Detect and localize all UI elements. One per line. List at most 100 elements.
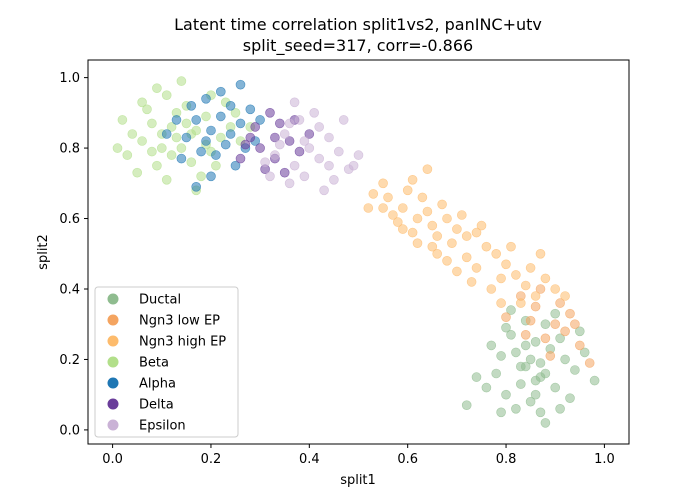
data-point: [412, 238, 423, 248]
data-point: [432, 249, 443, 259]
legend-label: Alpha: [139, 377, 176, 392]
data-point: [427, 220, 438, 231]
data-point: [201, 136, 211, 146]
data-point: [171, 132, 182, 143]
data-point: [161, 175, 172, 185]
data-point: [540, 368, 551, 379]
data-point: [515, 361, 526, 372]
data-point: [171, 115, 182, 125]
data-point: [535, 358, 546, 368]
data-point: [338, 115, 349, 125]
data-point: [550, 308, 561, 319]
data-point: [112, 143, 123, 153]
data-point: [166, 150, 177, 160]
legend-box: [94, 286, 239, 438]
data-point: [565, 308, 575, 319]
data-point: [461, 231, 472, 241]
data-point: [560, 326, 570, 337]
data-point: [570, 319, 580, 330]
data-point: [211, 150, 221, 160]
data-point: [422, 164, 433, 174]
data-point: [535, 284, 546, 294]
data-point: [299, 136, 310, 146]
data-point: [530, 291, 541, 301]
data-point: [142, 104, 152, 115]
data-point: [525, 315, 536, 326]
y-tick-label: 0.0: [59, 423, 80, 438]
data-point: [378, 203, 388, 213]
data-point: [294, 115, 305, 125]
data-point: [161, 129, 172, 139]
data-point: [481, 241, 492, 252]
data-point: [324, 160, 334, 171]
data-point: [230, 108, 241, 118]
data-point: [299, 171, 310, 182]
data-point: [324, 132, 334, 143]
data-point: [137, 97, 147, 108]
data-point: [560, 354, 570, 365]
data-point: [270, 132, 280, 143]
data-point: [353, 150, 364, 160]
data-point: [407, 227, 418, 238]
data-point: [501, 389, 511, 400]
data-point: [201, 111, 211, 122]
data-point: [240, 139, 251, 150]
x-tick-label: 0.0: [102, 452, 123, 467]
data-point: [486, 340, 497, 351]
data-point: [388, 210, 398, 220]
data-point: [181, 132, 192, 143]
data-point: [427, 241, 438, 252]
data-point: [176, 76, 187, 86]
legend-marker: [107, 335, 119, 347]
data-point: [191, 115, 201, 125]
data-point: [422, 206, 433, 217]
data-point: [294, 146, 305, 157]
data-point: [289, 160, 300, 171]
data-point: [511, 270, 521, 280]
data-point: [329, 175, 339, 185]
data-point: [314, 153, 325, 164]
data-point: [555, 333, 565, 344]
data-point: [157, 143, 167, 153]
data-point: [407, 175, 418, 185]
data-point: [560, 291, 570, 301]
data-point: [196, 171, 206, 182]
legend-marker: [107, 293, 119, 305]
data-point: [555, 403, 565, 414]
legend-entries: Ductal Ngn3 low EP Ngn3 high EP Beta Alpha De…: [107, 293, 226, 434]
data-point: [520, 340, 531, 351]
data-point: [506, 305, 516, 315]
data-point: [225, 129, 236, 139]
series-ngn3-high-ep: [363, 164, 570, 308]
data-point: [452, 266, 462, 277]
series-delta: [235, 108, 315, 178]
legend-marker: [107, 377, 119, 389]
data-point: [550, 382, 561, 393]
legend-label: Beta: [139, 356, 169, 371]
data-point: [496, 407, 506, 418]
data-point: [216, 132, 226, 143]
data-point: [574, 326, 585, 337]
data-point: [166, 122, 177, 132]
data-point: [284, 118, 295, 129]
data-point: [235, 118, 246, 129]
data-point: [496, 298, 506, 308]
legend-marker: [107, 419, 119, 431]
data-point: [461, 400, 472, 411]
data-point: [216, 111, 226, 122]
data-point: [491, 249, 502, 259]
x-axis-label: split1: [340, 473, 376, 488]
chart-title: Latent time correlation split1vs2, panIN…: [174, 15, 542, 34]
plot-frame: [87, 59, 630, 445]
data-point: [220, 139, 231, 150]
data-point: [471, 372, 482, 382]
x-axis-ticks: 0.0 0.2 0.4 0.6 0.8 1.0: [102, 444, 615, 467]
data-point: [152, 160, 162, 171]
data-point: [491, 368, 502, 379]
y-axis-ticks: 0.0 0.2 0.4 0.6 0.8 1.0: [59, 71, 88, 438]
legend-label: Ductal: [139, 293, 181, 308]
data-point: [579, 347, 590, 358]
data-point: [176, 153, 187, 164]
data-point: [260, 157, 270, 167]
data-point: [550, 284, 561, 294]
